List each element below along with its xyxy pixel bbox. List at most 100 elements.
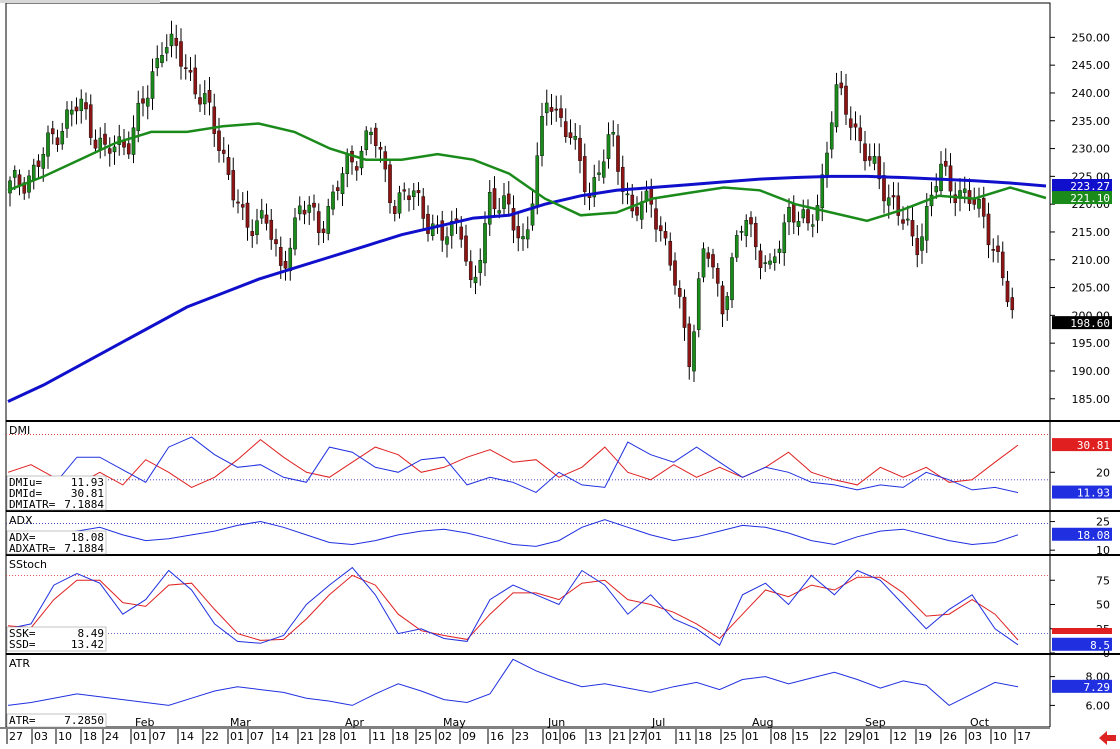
month-label: Sep	[865, 716, 886, 729]
day-label: 13	[588, 730, 602, 743]
candle	[516, 226, 521, 239]
candle	[93, 139, 98, 149]
candle	[497, 210, 502, 214]
candle	[416, 190, 421, 194]
day-label: 12	[893, 730, 907, 743]
candle	[84, 102, 88, 110]
candle	[245, 202, 250, 228]
candle	[69, 109, 74, 115]
ssk-line	[7, 566, 1019, 646]
price-tick-label: 205.00	[1072, 282, 1111, 295]
adx-line	[7, 519, 1019, 547]
atr-line	[7, 658, 1019, 706]
candle	[492, 188, 497, 210]
candle	[668, 240, 673, 266]
day-label: 18	[83, 730, 97, 743]
candle	[820, 174, 825, 209]
candle	[981, 197, 986, 217]
candle	[706, 252, 711, 259]
candle	[720, 285, 725, 315]
candle	[521, 236, 525, 240]
scroll-left-arrow-icon[interactable]	[1099, 731, 1116, 745]
price-tag-ma-short-bg	[1052, 191, 1112, 205]
candle	[739, 231, 744, 233]
month-label: Jul	[651, 716, 665, 729]
candle	[426, 213, 430, 234]
day-label: 01	[545, 730, 559, 743]
day-label: 26	[943, 730, 957, 743]
candle	[891, 195, 896, 198]
dmi-readout-value: 7.1884	[64, 498, 104, 511]
day-label: 01	[866, 730, 880, 743]
candle	[630, 194, 635, 212]
candle	[896, 195, 901, 216]
price-tick-label: 185.00	[1072, 393, 1111, 406]
candle	[763, 262, 768, 264]
candle	[711, 254, 715, 268]
month-label: Aug	[752, 716, 773, 729]
candle	[8, 180, 12, 194]
adx-tag: 18.08	[1077, 529, 1110, 542]
day-label: 03	[34, 730, 48, 743]
adx-readout-box	[6, 530, 107, 555]
candle	[264, 214, 269, 224]
candle	[867, 156, 872, 161]
candle	[402, 189, 407, 192]
candle	[312, 202, 316, 208]
day-label: 15	[795, 730, 809, 743]
day-label: 21	[300, 730, 314, 743]
atr-tag: 7.29	[1084, 681, 1111, 694]
adx-title: ADX	[9, 514, 33, 527]
price-tick-label: 250.00	[1072, 31, 1111, 44]
candle	[934, 186, 939, 193]
adx-readout-value: 18.08	[71, 531, 104, 544]
sstoch-readout-label: SSD=	[9, 638, 36, 651]
candle	[430, 223, 435, 236]
candle	[487, 192, 492, 225]
atr-tag-bg	[1052, 679, 1112, 693]
candle	[886, 197, 891, 206]
candle	[787, 207, 791, 223]
candle	[107, 148, 112, 154]
day-label: 27	[632, 730, 646, 743]
candle	[464, 235, 468, 262]
price-tick-label: 240.00	[1072, 87, 1111, 100]
candle	[877, 156, 882, 180]
candle	[231, 170, 236, 201]
candle	[1000, 251, 1005, 279]
candle	[511, 208, 516, 231]
candle	[354, 166, 359, 171]
candle	[597, 172, 601, 175]
candle	[535, 155, 540, 208]
candle	[345, 154, 350, 174]
candle	[188, 70, 193, 73]
candle	[397, 192, 402, 214]
day-label: 17	[1017, 730, 1031, 743]
candle	[943, 160, 948, 167]
candle	[449, 220, 454, 236]
candle	[79, 98, 84, 111]
candle	[378, 147, 383, 150]
candle	[744, 220, 749, 236]
candle	[616, 135, 620, 172]
dmi-title: DMI	[9, 424, 30, 437]
day-label: 18	[395, 730, 409, 743]
candle	[839, 82, 844, 89]
candle	[758, 250, 763, 268]
price-tick-label: 195.00	[1072, 337, 1111, 350]
day-label: 03	[968, 730, 982, 743]
candle	[369, 131, 373, 136]
day-label: 02	[438, 730, 452, 743]
candle	[326, 206, 331, 234]
candle	[392, 206, 397, 214]
top-edge	[0, 0, 160, 3]
candle	[12, 170, 17, 178]
candle	[502, 195, 506, 209]
candle	[440, 220, 445, 241]
candle	[901, 219, 905, 224]
candle	[207, 90, 212, 103]
candle	[573, 135, 578, 140]
candle	[601, 161, 606, 178]
candle	[421, 196, 426, 219]
